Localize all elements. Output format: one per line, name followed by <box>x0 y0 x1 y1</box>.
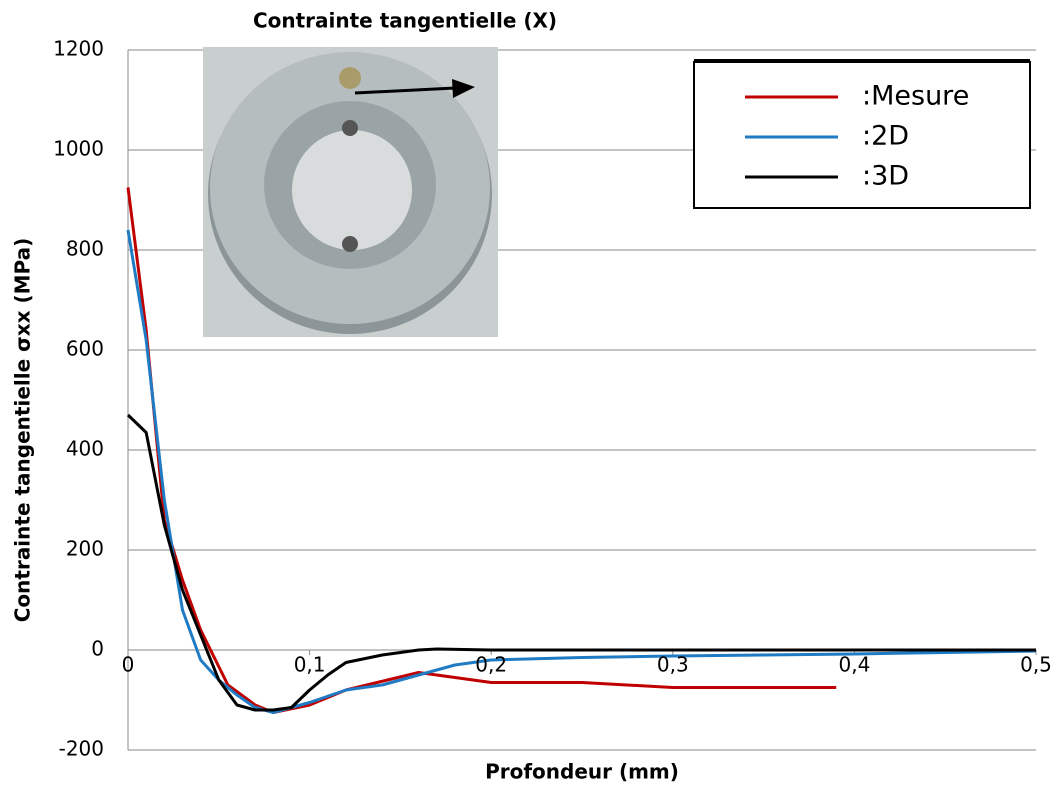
x-tick-label: 0,5 <box>1020 653 1052 677</box>
y-tick-label: 600 <box>66 337 104 361</box>
x-tick-label: 0,4 <box>838 653 870 677</box>
y-tick-label: 1200 <box>53 37 104 61</box>
data-line <box>126 229 1037 714</box>
data-line <box>126 413 1036 712</box>
y-tick-label: 200 <box>66 537 104 561</box>
y-tick-label: 800 <box>66 237 104 261</box>
x-tick-label: 0 <box>122 653 135 677</box>
x-tick-label: 0,1 <box>294 653 326 677</box>
y-tick-label: -200 <box>59 737 104 761</box>
x-tick-label: 0,2 <box>475 653 507 677</box>
inset-photo <box>203 47 498 337</box>
y-tick-label: 0 <box>91 637 104 661</box>
x-tick-label: 0,3 <box>657 653 689 677</box>
legend-label: :2D <box>862 121 909 152</box>
chart-title: Contrainte tangentielle (X) <box>253 9 557 33</box>
legend-label: :Mesure <box>862 81 969 112</box>
legend <box>693 59 1031 209</box>
legend-label: :3D <box>862 161 909 192</box>
y-tick-label: 400 <box>66 437 104 461</box>
series <box>126 187 1037 714</box>
y-tick-label: 1000 <box>53 137 104 161</box>
y-axis-label: Contrainte tangentielle σxx (MPa) <box>11 238 35 623</box>
x-axis-label: Profondeur (mm) <box>485 760 679 784</box>
